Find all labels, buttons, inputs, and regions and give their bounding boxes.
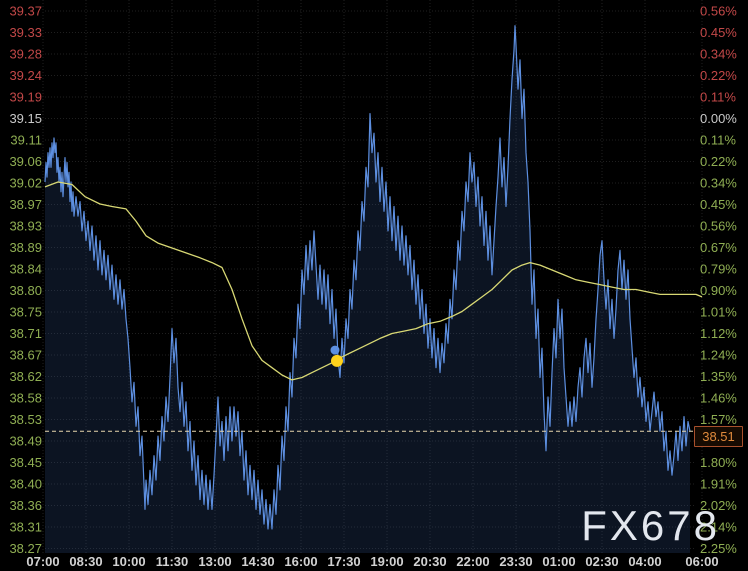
- right-axis-label: 1.12%: [700, 326, 737, 341]
- left-axis-label: 38.31: [9, 520, 42, 535]
- time-label: 11:30: [156, 554, 189, 569]
- left-axis-label: 38.53: [9, 412, 42, 427]
- left-axis-label: 38.27: [9, 541, 42, 556]
- left-axis-label: 38.75: [9, 305, 42, 320]
- time-label: 16:00: [284, 554, 317, 569]
- left-axis-label: 38.49: [9, 434, 42, 449]
- right-axis-label: 0.90%: [700, 283, 737, 298]
- time-label: 04:00: [628, 554, 661, 569]
- right-axis-label: 0.11%: [700, 90, 736, 105]
- time-label: 19:00: [370, 554, 403, 569]
- left-axis-label: 38.93: [9, 219, 42, 234]
- right-axis-label: 1.46%: [700, 391, 737, 406]
- left-axis-label: 38.45: [9, 455, 42, 470]
- right-axis-label: 0.34%: [700, 176, 737, 191]
- left-axis-label: 38.97: [9, 197, 42, 212]
- ma-line: [44, 181, 703, 381]
- time-label: 10:00: [112, 554, 145, 569]
- right-axis-label: 0.00%: [700, 111, 737, 126]
- left-axis-label: 39.02: [9, 176, 42, 191]
- left-axis-label: 38.89: [9, 240, 42, 255]
- left-axis-label: 39.37: [9, 4, 42, 19]
- right-axis-label: 1.80%: [700, 455, 737, 470]
- right-axis-label: 0.11%: [700, 133, 736, 148]
- left-axis-label: 38.71: [9, 326, 42, 341]
- time-label: 06:00: [685, 554, 718, 569]
- time-label: 23:30: [499, 554, 532, 569]
- right-axis-label: 1.01%: [700, 305, 737, 320]
- left-axis-label: 39.19: [9, 90, 42, 105]
- right-axis-label: 0.34%: [700, 47, 737, 62]
- left-axis-label: 39.15: [9, 111, 42, 126]
- left-axis-label: 38.58: [9, 391, 42, 406]
- time-label: 01:00: [542, 554, 575, 569]
- left-axis-label: 38.84: [9, 262, 42, 277]
- left-axis-label: 39.33: [9, 25, 42, 40]
- time-label: 02:30: [585, 554, 618, 569]
- left-axis-label: 39.11: [10, 133, 42, 148]
- watermark-text: FX678: [581, 502, 720, 549]
- time-label: 07:00: [26, 554, 59, 569]
- time-label: 22:00: [456, 554, 489, 569]
- left-axis-label: 38.36: [9, 498, 42, 513]
- right-axis-label: 0.67%: [700, 240, 737, 255]
- right-axis-label: 1.91%: [700, 477, 737, 492]
- left-axis-label: 39.06: [9, 154, 42, 169]
- time-label: 08:30: [69, 554, 102, 569]
- right-axis-label: 2.14%: [700, 520, 737, 535]
- left-axis-label: 38.80: [9, 283, 42, 298]
- right-axis-label: 1.35%: [700, 369, 737, 384]
- right-axis-label: 2.02%: [700, 498, 737, 513]
- right-axis-label: 1.57%: [700, 412, 737, 427]
- right-axis-label: 0.56%: [700, 219, 737, 234]
- time-label: 20:30: [413, 554, 446, 569]
- left-axis-label: 39.28: [9, 47, 42, 62]
- right-axis-label: 0.45%: [700, 197, 737, 212]
- right-axis-label: 0.56%: [700, 4, 737, 19]
- right-axis-label: 2.25%: [700, 541, 737, 556]
- last-price-badge: 38.51: [694, 426, 743, 447]
- time-label: 13:00: [198, 554, 231, 569]
- left-axis-label: 38.40: [9, 477, 42, 492]
- price-line: [44, 25, 691, 530]
- price-marker-dot: [330, 345, 340, 355]
- left-axis-label: 38.67: [9, 348, 42, 363]
- right-axis-label: 1.24%: [700, 348, 737, 363]
- left-axis-label: 39.24: [9, 68, 42, 83]
- right-axis-label: 0.79%: [700, 262, 737, 277]
- right-axis-label: 0.45%: [700, 25, 737, 40]
- time-label: 17:30: [327, 554, 360, 569]
- ma-marker-dot: [331, 354, 343, 367]
- left-axis-label: 38.62: [9, 369, 42, 384]
- time-label: 14:30: [241, 554, 274, 569]
- right-axis-label: 0.22%: [700, 154, 737, 169]
- right-axis-label: 0.22%: [700, 68, 737, 83]
- price-area: [45, 25, 690, 553]
